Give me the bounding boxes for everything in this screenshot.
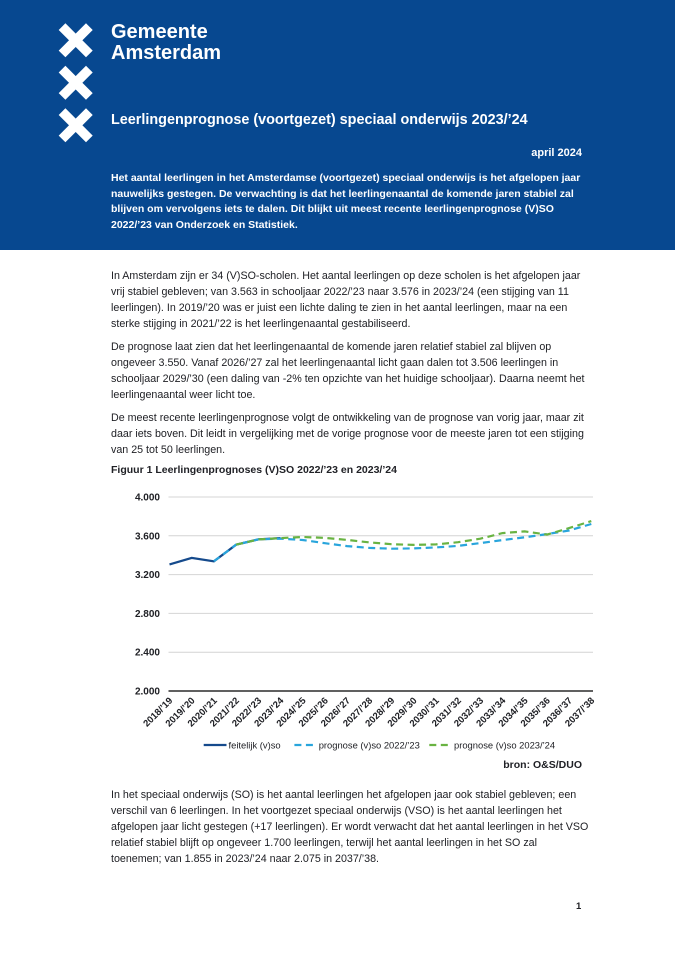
svg-text:4.000: 4.000 xyxy=(135,493,160,504)
svg-text:2.000: 2.000 xyxy=(135,687,160,698)
svg-text:3.600: 3.600 xyxy=(135,531,160,542)
svg-text:prognose (v)so 2023/’24: prognose (v)so 2023/’24 xyxy=(454,740,555,751)
svg-text:2.400: 2.400 xyxy=(135,648,160,659)
svg-text:3.200: 3.200 xyxy=(135,570,160,581)
svg-text:prognose (v)so 2022/’23: prognose (v)so 2022/’23 xyxy=(319,740,420,751)
svg-text:feitelijk (v)so: feitelijk (v)so xyxy=(229,740,281,751)
svg-text:2.800: 2.800 xyxy=(135,609,160,620)
